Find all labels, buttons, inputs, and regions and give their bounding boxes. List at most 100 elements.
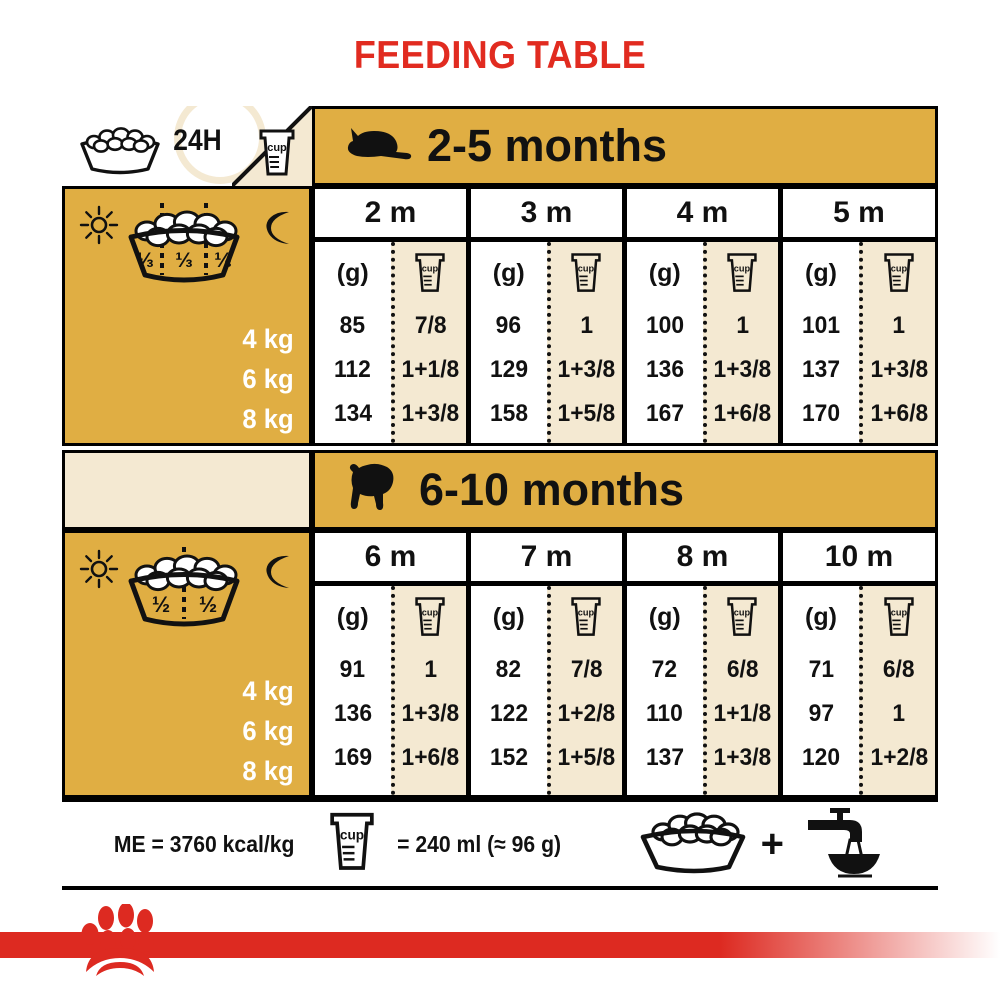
- grams-value: 158: [489, 400, 528, 427]
- food-bowl-icon: [74, 124, 166, 181]
- month-header-4m: 4 m: [624, 186, 781, 240]
- moon-icon: [263, 209, 295, 252]
- month-header-7m: 7 m: [468, 530, 625, 584]
- cup-value: 1+3/8: [401, 700, 460, 727]
- cup-conversion: = 240 ml (≈ 96 g): [397, 830, 562, 857]
- cup-value: 1+3/8: [713, 744, 772, 771]
- svg-text:cup: cup: [734, 607, 751, 617]
- cup-value: 1+3/8: [870, 356, 928, 383]
- sun-icon: [77, 203, 121, 252]
- page-title: FEEDING TABLE: [353, 34, 647, 77]
- svg-text:cup: cup: [891, 607, 908, 617]
- cup-header-icon: cup: [414, 586, 446, 648]
- adult-label-1: ADULT: [0, 340, 28, 435]
- section-header-2-5-months: 2-5 months: [312, 106, 938, 186]
- grams-value: 85: [340, 312, 366, 339]
- cup-value: 1+1/8: [401, 356, 460, 383]
- grams-value: 112: [334, 356, 372, 383]
- footer-info: ME = 3760 kcal/kg cup = 240 ml (≈ 96 g): [62, 798, 938, 890]
- sun-icon: [77, 547, 121, 596]
- grams-header: (g): [805, 258, 837, 287]
- data-column-7m: (g) 82 122 152 cup 7/8 1+2/8 1+5/8: [468, 583, 625, 798]
- grams-value: 71: [808, 656, 834, 683]
- weight-value: 6 kg: [242, 716, 294, 746]
- cup-value: 1+2/8: [870, 744, 928, 771]
- weight-label-2: WEIGHT: [30, 673, 60, 787]
- duration-label: 24H: [173, 124, 222, 157]
- weight-value: 4 kg: [242, 676, 294, 706]
- section-header-label: 6-10 months: [419, 464, 685, 515]
- cup-value: 1+1/8: [713, 700, 772, 727]
- data-column-3m: (g) 96 129 158 cup 1 1+3/8 1+5/8: [468, 239, 625, 446]
- adult-label-2: ADULT: [0, 692, 28, 787]
- month-header-6m: 6 m: [312, 530, 469, 584]
- svg-text:cup: cup: [340, 827, 364, 842]
- grams-value: 122: [489, 700, 528, 727]
- section-header-label: 2-5 months: [427, 120, 668, 171]
- puppy-lying-icon: [341, 123, 413, 170]
- svg-text:cup: cup: [578, 607, 595, 617]
- svg-text:cup: cup: [578, 263, 595, 273]
- grams-header: (g): [805, 602, 837, 631]
- measuring-cup-icon: cup: [328, 811, 376, 878]
- grams-value: 72: [652, 656, 678, 683]
- svg-text:cup: cup: [267, 142, 287, 154]
- grams-value: 167: [645, 400, 684, 427]
- grams-value: 97: [808, 700, 834, 727]
- weight-label-1: WEIGHT: [30, 321, 60, 435]
- royal-canin-paw-logo: [68, 904, 178, 976]
- cup-value: 1+6/8: [870, 400, 928, 427]
- grams-value: 136: [645, 356, 684, 383]
- data-column-5m: (g) 101 137 170 cup 1 1+3/8 1+6/8: [780, 239, 938, 446]
- month-header-3m: 3 m: [468, 186, 625, 240]
- svg-text:cup: cup: [422, 607, 439, 617]
- data-column-8m: (g) 72 110 137 cup 6/8 1+1/8 1+3/8: [624, 583, 781, 798]
- cup-value: 1: [423, 656, 437, 683]
- me-value: ME = 3760 kcal/kg: [113, 830, 295, 857]
- cup-value: 7/8: [414, 312, 447, 339]
- cup-header-icon: cup: [726, 242, 758, 304]
- tap-water-bowl-icon: [794, 806, 880, 883]
- weight-value: 8 kg: [242, 756, 294, 786]
- grams-value: 170: [801, 400, 841, 427]
- grams-value: 110: [646, 700, 684, 727]
- cup-value: 1+3/8: [713, 356, 772, 383]
- weight-value: 4 kg: [242, 324, 294, 354]
- grams-value: 120: [801, 744, 841, 771]
- weight-values-1: 4 kg 6 kg 8 kg: [241, 319, 295, 439]
- grams-value: 136: [333, 700, 372, 727]
- grams-header: (g): [336, 602, 369, 631]
- data-column-4m: (g) 100 136 167 cup 1 1+3/8 1+6/8: [624, 239, 781, 446]
- cup-value: 1+3/8: [557, 356, 616, 383]
- svg-text:cup: cup: [734, 263, 751, 273]
- svg-text:½: ½: [152, 592, 170, 617]
- grams-value: 96: [496, 312, 522, 339]
- weight-value: 6 kg: [242, 364, 294, 394]
- spacer-cream-box: [62, 450, 312, 530]
- moon-icon: [263, 553, 295, 596]
- svg-text:cup: cup: [891, 263, 908, 273]
- grams-header: (g): [492, 602, 525, 631]
- cup-header-icon: cup: [883, 242, 915, 304]
- cup-value: 6/8: [883, 656, 915, 683]
- weight-value: 8 kg: [242, 404, 294, 434]
- grams-header: (g): [648, 258, 681, 287]
- dog-standing-icon: [341, 460, 405, 521]
- grams-value: 82: [496, 656, 522, 683]
- cup-value: 1: [579, 312, 593, 339]
- cup-value: 1+5/8: [557, 744, 616, 771]
- grams-value: 137: [645, 744, 684, 771]
- cup-header-icon: cup: [726, 586, 758, 648]
- svg-text:⅓: ⅓: [136, 249, 154, 272]
- month-header-5m: 5 m: [780, 186, 938, 240]
- cup-value: 1+6/8: [713, 400, 772, 427]
- cup-value: 1: [735, 312, 749, 339]
- month-header-2m: 2 m: [312, 186, 469, 240]
- grams-value: 152: [489, 744, 528, 771]
- cup-value: 7/8: [570, 656, 603, 683]
- section-header-6-10-months: 6-10 months: [312, 450, 938, 530]
- data-column-10m: (g) 71 97 120 cup 6/8 1 1+2/8: [780, 583, 938, 798]
- cup-value: 1+3/8: [401, 400, 460, 427]
- weight-values-2: 4 kg 6 kg 8 kg: [241, 671, 295, 791]
- cup-value: 1+2/8: [557, 700, 616, 727]
